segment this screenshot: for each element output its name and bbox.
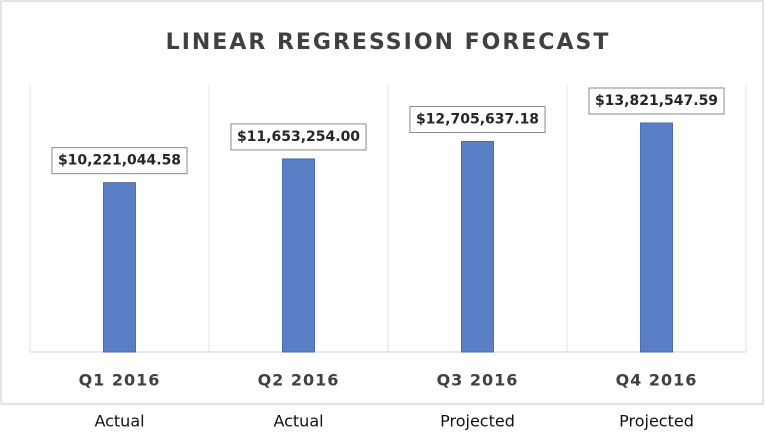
x-tick-label: Q4 2016 — [616, 371, 698, 390]
category-group-label: Projected — [440, 412, 515, 431]
data-label-box — [230, 123, 367, 151]
data-label: $10,221,044.58 — [58, 153, 181, 169]
data-label-box — [51, 147, 188, 175]
bar — [282, 158, 315, 353]
data-label: $12,705,637.18 — [416, 111, 539, 127]
x-tick-label: Q1 2016 — [79, 371, 161, 390]
bar — [640, 122, 673, 353]
data-label: $13,821,547.59 — [595, 93, 718, 109]
data-label: $11,653,254.00 — [237, 129, 360, 145]
data-label-box — [588, 87, 725, 115]
category-group-label: Projected — [619, 412, 694, 431]
data-label-box — [409, 105, 546, 133]
category-group-label: Actual — [94, 412, 144, 431]
x-tick-label: Q2 2016 — [258, 371, 340, 390]
category-group-label: Actual — [273, 412, 323, 431]
bar — [103, 182, 136, 353]
bar — [461, 140, 494, 353]
x-tick-label: Q3 2016 — [437, 371, 519, 390]
chart-title: LINEAR REGRESSION FORECAST — [166, 30, 611, 55]
